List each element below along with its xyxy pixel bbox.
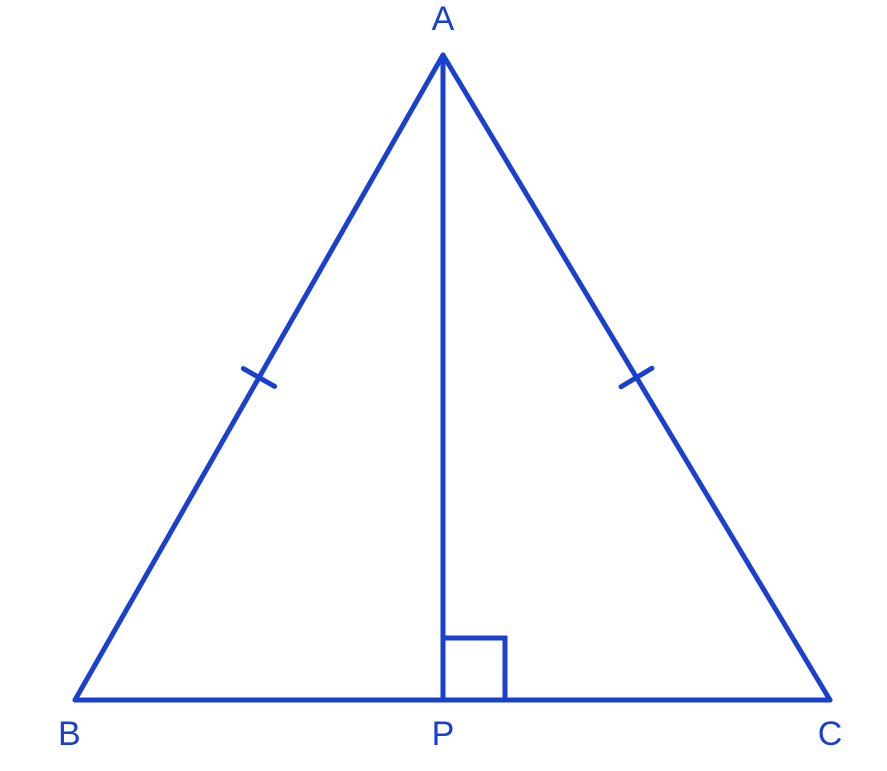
label-B: B	[58, 715, 81, 753]
tick-AC	[621, 368, 652, 387]
label-C: C	[818, 715, 843, 753]
label-P: P	[432, 715, 455, 753]
label-A: A	[432, 0, 455, 38]
tick-AB	[243, 369, 274, 387]
right-angle-marker	[443, 638, 505, 700]
triangle-diagram: A B C P	[0, 0, 887, 771]
